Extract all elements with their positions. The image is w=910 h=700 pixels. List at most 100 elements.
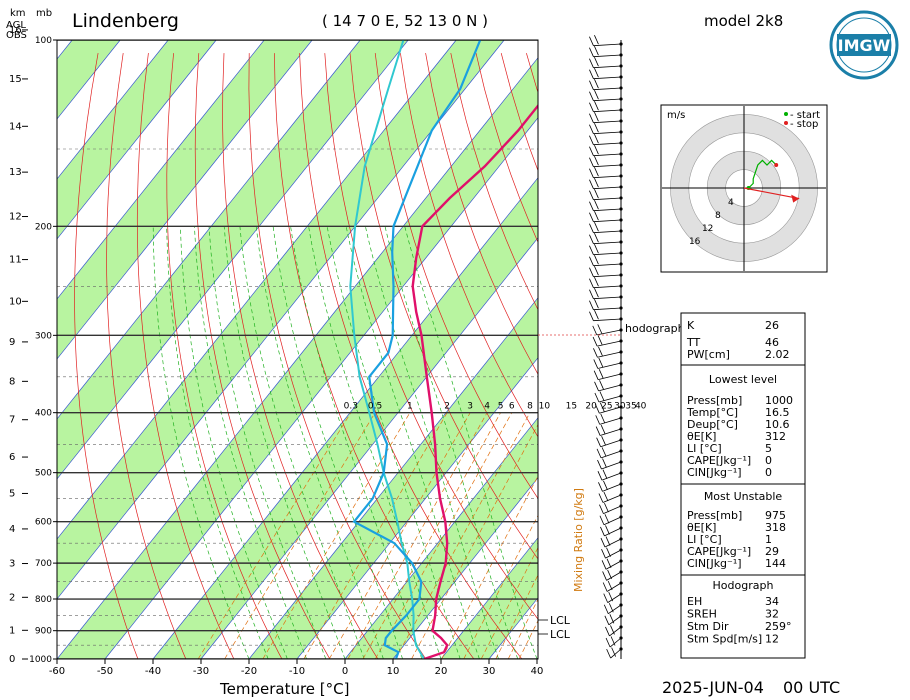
dry-adiabat <box>222 53 379 659</box>
pressure-axis-ticks: 100 200 300 400 500 600 700 800 900 1000 <box>29 36 57 665</box>
wind-barb-staff <box>593 109 622 113</box>
lowest-row-label: Press[mb] <box>687 394 742 407</box>
wind-barb-staff <box>604 538 622 548</box>
pressure-tick-label: 200 <box>35 222 52 232</box>
wind-barb-staff <box>593 87 622 91</box>
wind-barb-feather <box>594 288 599 298</box>
km-tick-label: 8 <box>9 376 15 387</box>
wind-barb-feather <box>610 625 615 635</box>
dewpoint-profile-line <box>352 40 482 659</box>
wind-barb-feather <box>594 123 599 133</box>
wind-barb-staff <box>593 285 622 289</box>
wind-barb-feather <box>594 35 599 45</box>
wind-barb-feather <box>601 436 606 446</box>
lowest-row-value: 0 <box>765 454 772 467</box>
most-unstable-title: Most Unstable <box>704 490 783 503</box>
mixing-ratio-line <box>411 423 538 659</box>
unstable-row-value: 975 <box>765 509 786 522</box>
wind-barb-feather <box>594 211 599 221</box>
km-axis-label: km <box>10 8 26 19</box>
wind-barb-feather <box>596 437 601 447</box>
hodograph-ring-label: 4 <box>728 198 734 208</box>
wind-barb-feather <box>589 190 594 200</box>
wind-barb-feather <box>603 593 609 603</box>
temperature-profile-line <box>411 103 538 659</box>
dry-adiabat <box>450 53 538 311</box>
mixing-ratio-tick-label: 0.5 <box>368 402 382 412</box>
dry-adiabat <box>166 53 283 659</box>
mixing-ratio-tick-label: 8 <box>527 402 533 412</box>
wind-barb-feather <box>594 277 599 287</box>
wind-barb-staff <box>593 230 622 234</box>
wind-barb-staff <box>596 340 622 347</box>
dry-adiabat <box>374 53 538 499</box>
legend-start-marker <box>784 112 788 116</box>
wind-barb-feather <box>597 471 603 481</box>
wind-barb-feather <box>592 325 598 336</box>
wind-barb-staff <box>609 637 622 648</box>
wind-barb-feather <box>607 569 612 580</box>
pressure-tick-label: 1000 <box>29 655 52 665</box>
legend-start: - start <box>790 110 820 121</box>
isotherm-line <box>57 40 457 540</box>
wind-barb-staff <box>601 472 622 481</box>
isotherm-line <box>296 357 538 659</box>
mixing-ratio-tick-label: 2 <box>444 402 450 412</box>
wind-barb-feather <box>597 459 602 470</box>
wind-barb-staff <box>607 593 622 603</box>
wind-barb-staff <box>600 439 622 448</box>
wind-barb-feather <box>589 168 594 178</box>
wind-barb-feather <box>594 266 599 276</box>
mixing-ratio-line <box>441 475 538 659</box>
moist-adiabat <box>166 226 269 659</box>
wind-barb-feather <box>594 57 599 67</box>
wind-barb-staff <box>593 296 622 300</box>
wind-barb-staff <box>593 153 622 157</box>
lowest-row-label: Deup[°C] <box>687 418 738 431</box>
wind-barb-staff <box>602 494 622 503</box>
wind-barb-feather <box>589 69 594 79</box>
wind-barb-feather <box>594 178 599 188</box>
storm-motion-arrowhead <box>791 194 800 203</box>
wind-barb-feather <box>598 346 603 356</box>
wind-barb-staff <box>593 318 622 322</box>
wind-barb-feather <box>606 648 612 659</box>
wind-barb-feather <box>589 278 594 288</box>
mixing-ratio-tick-label: 15 <box>566 402 577 412</box>
dry-adiabat <box>299 53 523 659</box>
isotherm-line <box>392 477 538 659</box>
wind-barb-feather <box>594 90 599 100</box>
mixing-ratio-tick-label: 20 <box>585 402 597 412</box>
dry-adiabat <box>106 53 187 659</box>
wind-barb-feather <box>605 637 611 648</box>
wind-barb-feather <box>594 255 599 265</box>
wind-barb-feather <box>603 480 608 490</box>
storm-motion-vector <box>743 187 800 200</box>
x-axis-label: Temperature [°C] <box>219 680 349 698</box>
pressure-tick-label: 600 <box>35 518 52 528</box>
mixing-ratio-axis-label: Mixing Ratio [g/kg] <box>572 488 585 592</box>
wind-barb-staff <box>593 43 622 47</box>
wind-barb-feather <box>592 336 598 347</box>
mixing-ratio-line <box>463 514 538 659</box>
km-tick-label: 1 <box>9 625 15 636</box>
hodo-row-value: 34 <box>765 595 779 608</box>
moist-adiabat <box>326 226 461 659</box>
wind-barb-feather <box>599 380 604 390</box>
wind-barb-feather <box>589 36 594 46</box>
pw-value: 2.02 <box>765 348 790 361</box>
wind-barb-feather <box>599 515 605 525</box>
obs-label: OBS <box>6 30 27 41</box>
wind-barb-feather <box>589 311 594 321</box>
x-tick-label: 20 <box>435 666 448 677</box>
dry-adiabat <box>248 53 427 659</box>
dry-adiabat <box>400 53 538 438</box>
wind-barb-feather <box>589 201 594 211</box>
km-tick-label: 14 <box>9 121 22 132</box>
wind-barb-feather <box>589 91 594 101</box>
km-tick-label: 12 <box>9 212 22 223</box>
wind-barb-feather <box>589 157 594 167</box>
dry-adiabat <box>74 53 139 659</box>
